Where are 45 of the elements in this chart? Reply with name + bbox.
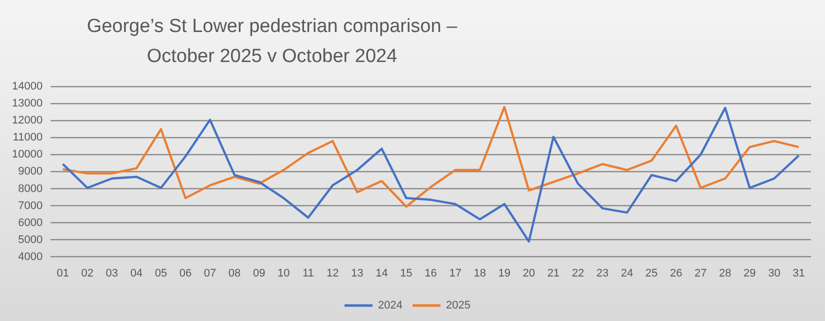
x-tick-label: 30 <box>768 267 780 280</box>
x-tick-label: 04 <box>130 267 143 280</box>
x-tick-label: 27 <box>694 267 707 280</box>
x-tick-label: 12 <box>326 267 339 280</box>
y-tick-label: 4000 <box>18 250 43 263</box>
y-tick-label: 6000 <box>18 216 43 229</box>
x-tick-label: 07 <box>204 267 216 280</box>
legend-label: 2025 <box>446 300 470 312</box>
y-tick-label: 5000 <box>18 234 43 246</box>
x-tick-label: 17 <box>449 267 462 280</box>
x-tick-label: 21 <box>547 267 560 280</box>
y-tick-label: 9000 <box>18 166 43 178</box>
x-tick-label: 02 <box>81 267 94 280</box>
x-tick-label: 31 <box>792 267 805 280</box>
x-tick-label: 08 <box>228 267 241 280</box>
x-tick-label: 09 <box>252 267 266 280</box>
y-tick-label: 13000 <box>12 98 43 110</box>
x-tick-label: 16 <box>424 267 437 280</box>
y-tick-label: 12000 <box>12 114 43 127</box>
x-tick-label: 19 <box>498 267 511 280</box>
x-tick-label: 15 <box>400 267 412 280</box>
x-tick-label: 25 <box>645 267 658 280</box>
x-tick-label: 18 <box>474 267 486 280</box>
legend-label: 2024 <box>378 300 403 312</box>
x-tick-label: 05 <box>154 267 168 280</box>
y-tick-label: 8000 <box>18 182 43 195</box>
x-tick-label: 28 <box>719 267 732 280</box>
x-tick-label: 03 <box>106 267 118 280</box>
x-tick-label: 06 <box>179 267 192 280</box>
x-tick-label: 22 <box>572 267 584 280</box>
chart-title: George’s St Lower pedestrian comparison – October 2025 v October 2024 <box>86 15 458 69</box>
y-tick-label: 7000 <box>18 200 43 212</box>
y-tick-label: 11000 <box>12 132 43 144</box>
x-tick-label: 01 <box>56 267 69 280</box>
x-tick-label: 13 <box>351 267 364 280</box>
x-tick-label: 20 <box>522 267 536 280</box>
y-tick-label: 10000 <box>12 148 43 161</box>
x-tick-label: 26 <box>670 267 682 280</box>
x-tick-label: 23 <box>596 267 609 280</box>
x-tick-label: 14 <box>376 267 388 280</box>
y-tick-label: 14000 <box>12 80 43 93</box>
x-tick-label: 24 <box>620 267 634 280</box>
x-tick-label: 11 <box>302 267 314 280</box>
x-tick-label: 10 <box>277 267 290 280</box>
x-tick-label: 29 <box>744 267 756 280</box>
